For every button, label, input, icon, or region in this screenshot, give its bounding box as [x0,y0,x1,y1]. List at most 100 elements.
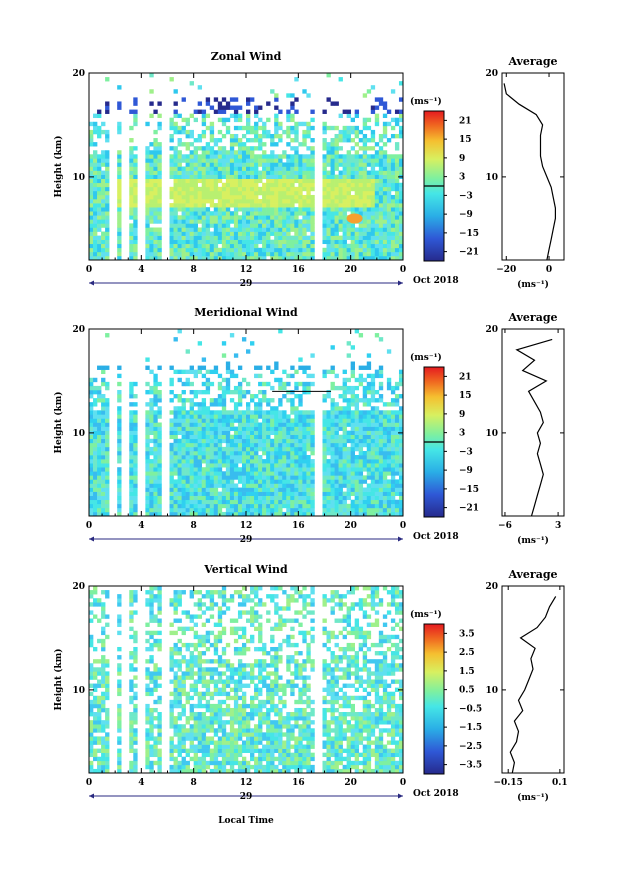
heatmap-cell [274,244,278,248]
day-arrow-left [89,537,94,542]
heatmap-cell [194,203,198,207]
heatmap-cell [178,183,182,187]
heatmap-cell [194,496,198,500]
heatmap-cell [250,175,254,179]
heatmap-cell [174,704,178,708]
heatmap-cell [133,598,137,602]
heatmap-cell [375,439,379,443]
heatmap-cell [234,374,238,378]
heatmap-cell [363,118,367,122]
heatmap-cell [93,492,97,496]
heatmap-cell [278,167,282,171]
heatmap-cell [383,130,387,134]
heatmap-cell [210,427,214,431]
heatmap-cell [218,496,222,500]
heatmap-cell [327,199,331,203]
heatmap-cell [174,728,178,732]
heatmap-cell [186,175,190,179]
heatmap-cell [254,240,258,244]
heatmap-cell [230,508,234,512]
heatmap-cell [190,757,194,761]
heatmap-cell [190,504,194,508]
heatmap-cell [145,191,149,195]
heatmap-cell [270,483,274,487]
heatmap-cell [343,219,347,223]
heatmap-cell [214,142,218,146]
heatmap-cell [387,138,391,142]
heatmap-cell [182,655,186,659]
heatmap-cell [262,427,266,431]
heatmap-cell [395,191,399,195]
heatmap-cell [347,431,351,435]
heatmap-cell [202,435,206,439]
heatmap-cell [270,171,274,175]
heatmap-cell [363,390,367,394]
heatmap-cell [226,195,230,199]
heatmap-cell [186,418,190,422]
heatmap-cell [278,110,282,114]
heatmap-cell [355,492,359,496]
heatmap-cell [194,418,198,422]
heatmap-cell [310,471,314,475]
heatmap-cell [186,423,190,427]
heatmap-cell [302,122,306,126]
heatmap-cell [278,154,282,158]
heatmap-cell [266,154,270,158]
heatmap-cell [395,394,399,398]
heatmap-cell [282,427,286,431]
heatmap-cell [270,427,274,431]
heatmap-cell [190,708,194,712]
heatmap-cell [117,158,121,162]
heatmap-cell [355,227,359,231]
heatmap-cell [238,427,242,431]
heatmap-cell [153,504,157,508]
heatmap-cell [371,451,375,455]
heatmap-cell [230,179,234,183]
heatmap-cell [262,191,266,195]
heatmap-cell [157,765,161,769]
x-tick-label: 16 [292,521,305,531]
heatmap-cell [363,219,367,223]
heatmap-cell [93,130,97,134]
heatmap-cell [145,199,149,203]
heatmap-cell [270,158,274,162]
heatmap-cell [298,418,302,422]
heatmap-cell [335,150,339,154]
heatmap-cell [218,199,222,203]
heatmap-cell [226,410,230,414]
heatmap-cell [234,496,238,500]
heatmap-cell [230,423,234,427]
heatmap-cell [363,439,367,443]
heatmap-cell [363,418,367,422]
heatmap-cell [359,451,363,455]
heatmap-cell [101,684,105,688]
heatmap-cell [367,232,371,236]
heatmap-cell [298,431,302,435]
heatmap-cell [101,447,105,451]
heatmap-cell [89,724,93,728]
heatmap-cell [186,431,190,435]
heatmap-cell [270,447,274,451]
heatmap-cell [343,386,347,390]
heatmap-cell [182,459,186,463]
heatmap-cell [105,463,109,467]
heatmap-cell [363,496,367,500]
heatmap-cell [242,236,246,240]
heatmap-cell [347,386,351,390]
heatmap-cell [101,130,105,134]
heatmap-cell [266,118,270,122]
heatmap-cell [214,179,218,183]
heatmap-cell [286,162,290,166]
heatmap-cell [133,720,137,724]
heatmap-cell [282,471,286,475]
heatmap-cell [202,406,206,410]
heatmap-cell [202,504,206,508]
heatmap-cell [157,732,161,736]
heatmap-cell [355,483,359,487]
heatmap-cell [105,406,109,410]
heatmap-cell [282,244,286,248]
heatmap-cell [117,390,121,394]
heatmap-cell [262,492,266,496]
heatmap-cell [186,223,190,227]
heatmap-cell [97,455,101,459]
